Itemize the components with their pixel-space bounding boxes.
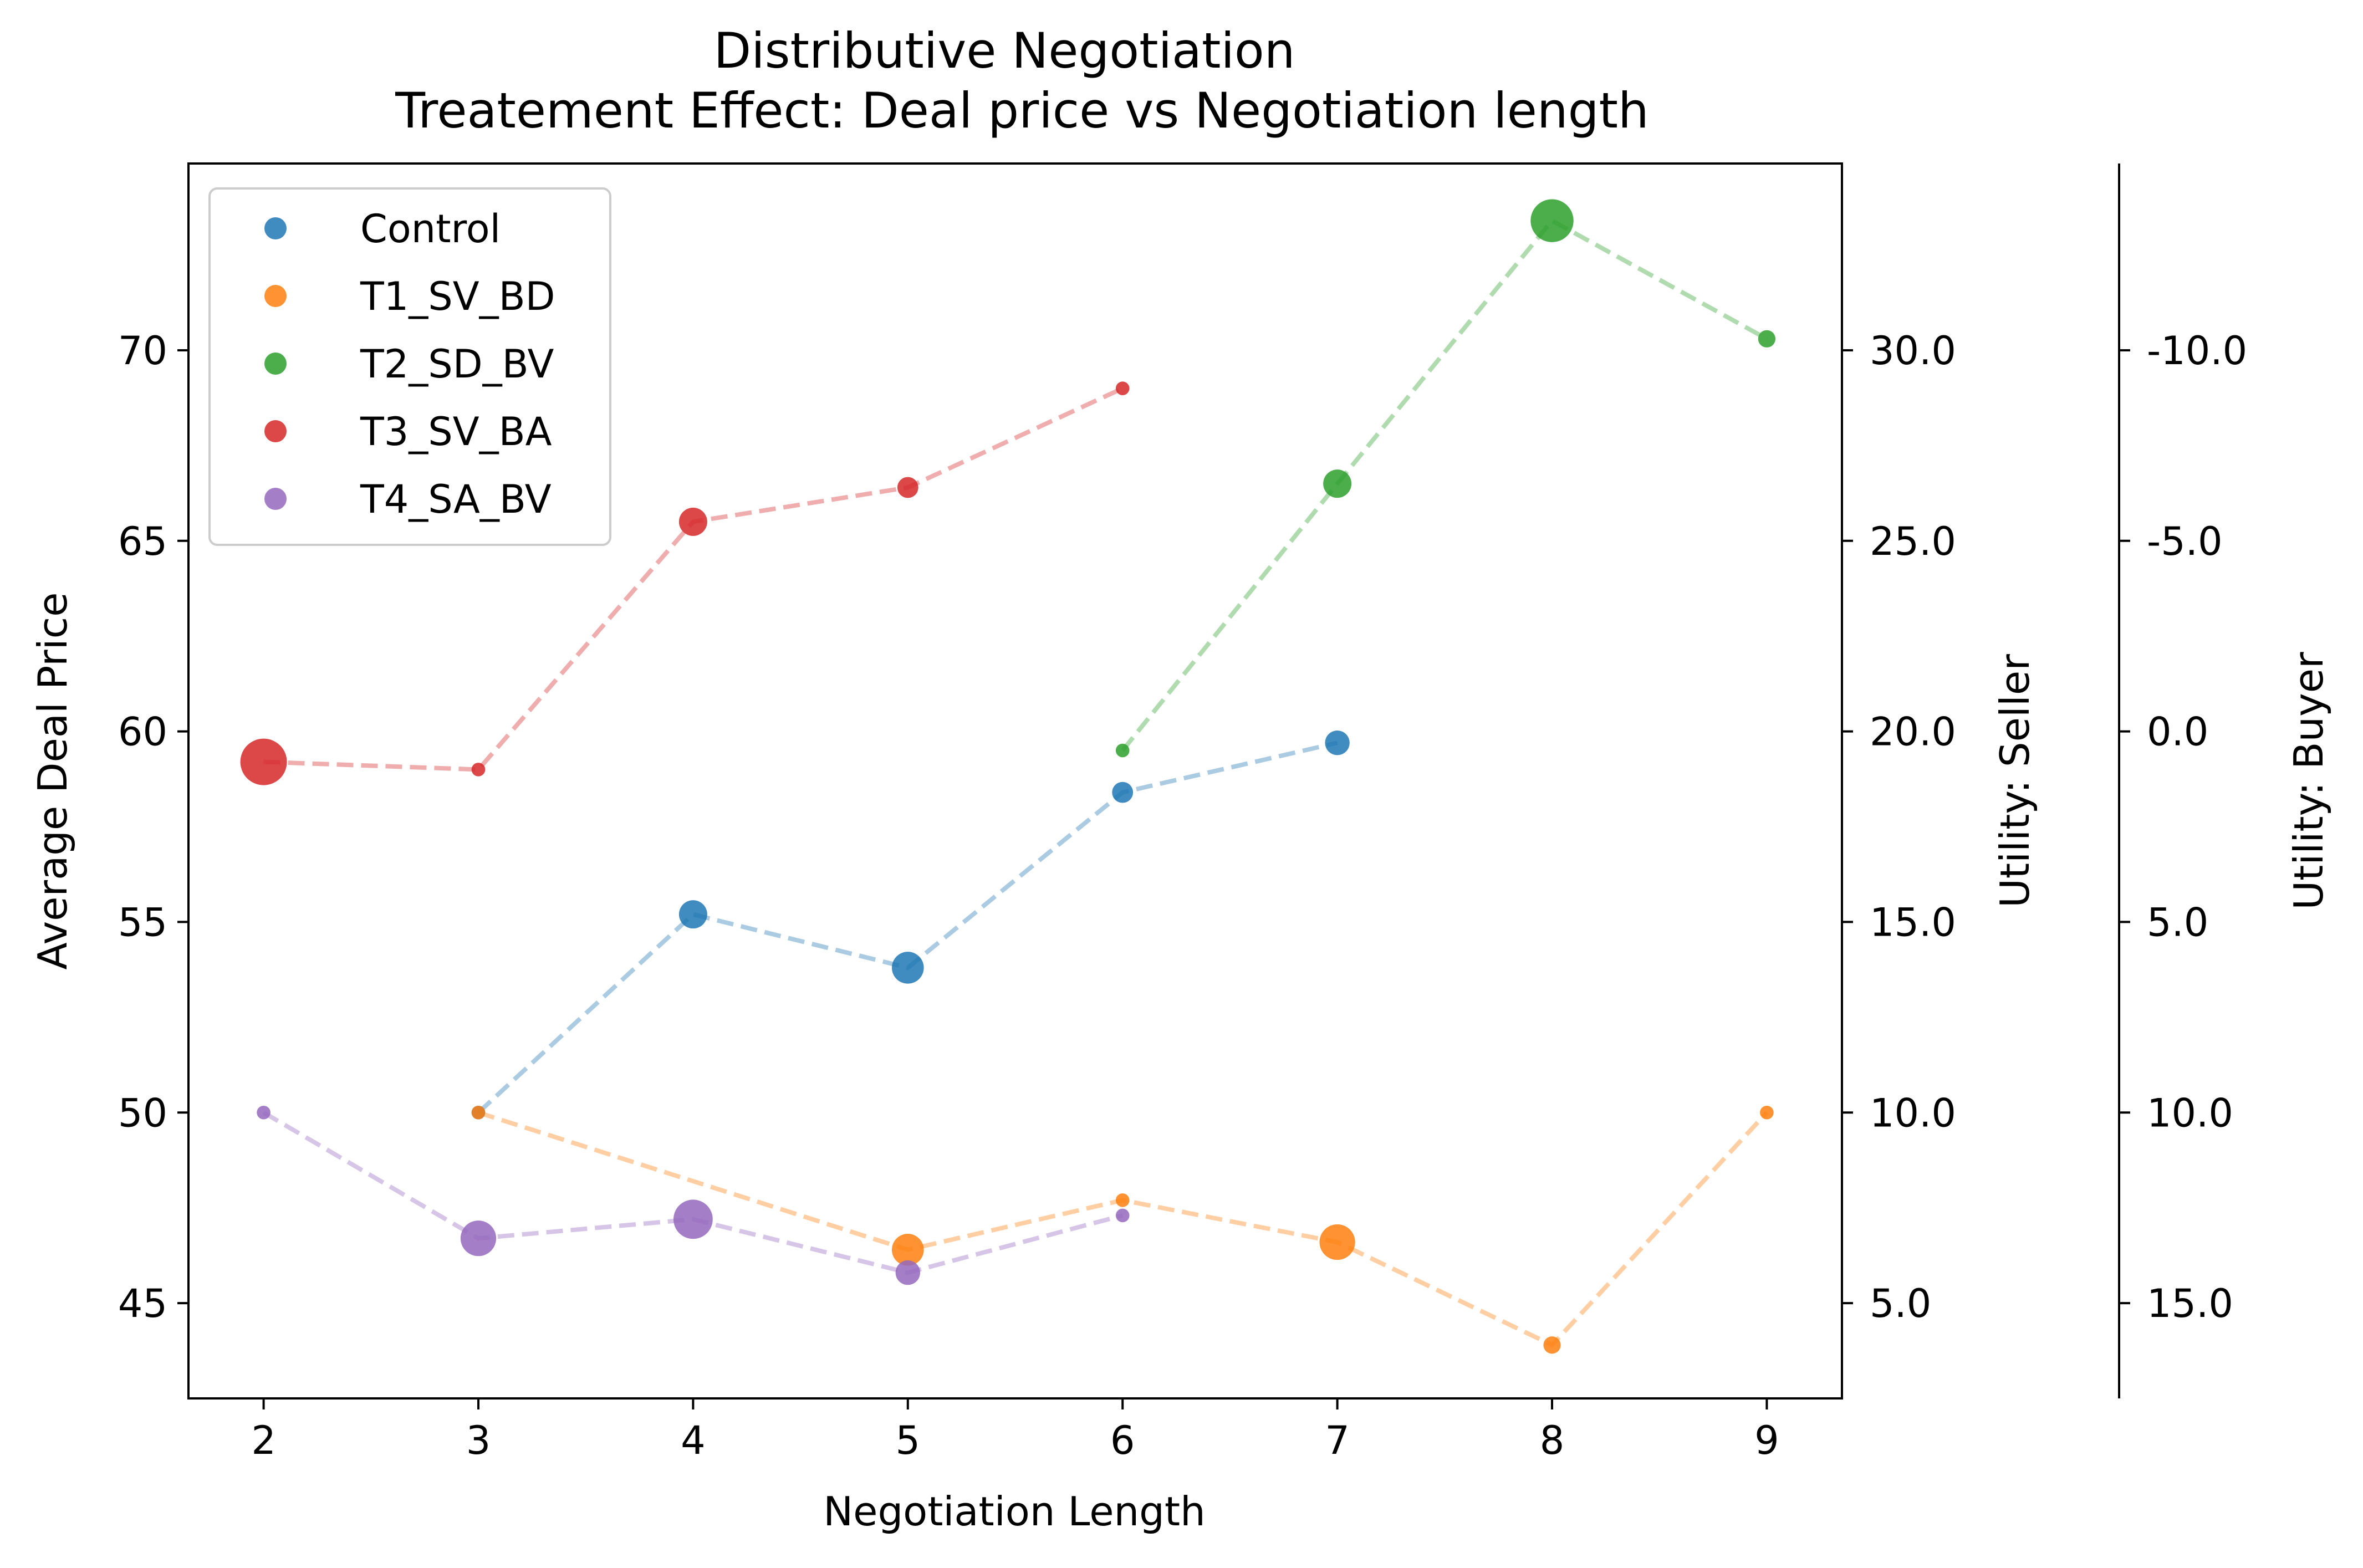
data-point-1-3 <box>1319 1224 1355 1260</box>
data-point-0-4 <box>1325 731 1350 755</box>
x-tick-label-3: 5 <box>896 1418 921 1463</box>
data-point-4-2 <box>673 1199 713 1239</box>
data-point-4-3 <box>895 1260 920 1285</box>
x-tick-label-2: 4 <box>681 1418 706 1463</box>
data-point-0-3 <box>1112 782 1134 803</box>
seller-utility-axis: 5.0 10.0 15.0 20.0 25.0 30.0 <box>1842 328 1956 1326</box>
x-axis-label: Negotiation Length <box>823 1488 1205 1535</box>
data-point-4-1 <box>460 1220 497 1257</box>
data-point-4-0 <box>257 1105 271 1120</box>
y-axis-label: Average Deal Price <box>29 593 76 970</box>
buyer-utility-axis: 15.0 10.0 5.0 0.0 -5.0 -10.0 <box>2118 164 2247 1398</box>
x-tick-label-0: 2 <box>251 1418 276 1463</box>
data-point-3-2 <box>678 507 707 536</box>
y3-tick-label-3: 0.0 <box>2147 709 2208 755</box>
plot-frame <box>187 162 1843 1400</box>
data-point-1-1 <box>891 1234 924 1266</box>
data-point-1-5 <box>1760 1105 1774 1120</box>
y-axis: 45 50 55 60 65 70 <box>118 328 188 1326</box>
legend-marker-4 <box>264 488 287 510</box>
data-point-0-1 <box>678 900 707 929</box>
data-point-2-1 <box>1323 469 1352 498</box>
y3-tick-label-2: 5.0 <box>2147 900 2208 945</box>
legend: Control T1_SV_BD T2_SD_BV T3_SV_BA T4_SA_BV <box>208 187 611 546</box>
legend-marker-2 <box>264 353 287 375</box>
y3-tick-label-5: -10.0 <box>2147 328 2247 374</box>
series-line-2 <box>1121 217 1768 752</box>
legend-label-1: T1_SV_BD <box>360 274 555 319</box>
data-point-2-2 <box>1530 199 1574 242</box>
x-axis: 2 3 4 5 6 7 8 9 <box>251 1398 1779 1463</box>
legend-box <box>208 187 611 546</box>
data-point-1-2 <box>1115 1193 1130 1207</box>
y3-tick-label-1: 10.0 <box>2147 1090 2233 1136</box>
data-point-3-3 <box>897 477 918 498</box>
data-point-3-0 <box>240 738 287 785</box>
y-tick-label-5: 70 <box>118 328 167 374</box>
legend-label-0: Control <box>360 206 501 252</box>
legend-label-4: T4_SA_BV <box>360 477 552 522</box>
legend-label-3: T3_SV_BA <box>360 409 552 454</box>
y2-tick-label-2: 15.0 <box>1870 900 1956 945</box>
y3-tick-label-0: 15.0 <box>2147 1281 2233 1326</box>
data-point-0-2 <box>891 952 924 984</box>
y-tick-label-1: 50 <box>118 1090 167 1136</box>
data-point-2-3 <box>1758 330 1776 348</box>
data-point-1-4 <box>1543 1336 1561 1354</box>
y2-tick-label-0: 5.0 <box>1870 1281 1931 1326</box>
y-tick-label-0: 45 <box>118 1281 167 1326</box>
y-tick-label-3: 60 <box>118 709 167 755</box>
legend-marker-3 <box>264 420 287 442</box>
data-point-3-4 <box>1115 381 1130 396</box>
y2-tick-label-1: 10.0 <box>1870 1090 1956 1136</box>
data-point-2-0 <box>1115 743 1130 758</box>
x-tick-label-7: 9 <box>1754 1418 1779 1463</box>
legend-marker-0 <box>264 217 287 239</box>
x-tick-label-4: 6 <box>1110 1418 1135 1463</box>
buyer-utility-label: Utility: Buyer <box>2285 652 2332 910</box>
y2-tick-label-5: 30.0 <box>1870 328 1956 374</box>
chart-title: Distributive Negotiation <box>713 22 1295 79</box>
y2-tick-label-4: 25.0 <box>1870 519 1956 564</box>
x-tick-label-5: 7 <box>1325 1418 1350 1463</box>
series-points <box>240 199 1776 1354</box>
y2-tick-label-3: 20.0 <box>1870 709 1956 755</box>
data-point-4-4 <box>1115 1208 1130 1223</box>
legend-marker-1 <box>264 285 287 307</box>
legend-label-2: T2_SD_BV <box>360 341 554 387</box>
y3-tick-label-4: -5.0 <box>2147 519 2223 564</box>
y-tick-label-4: 65 <box>118 519 167 564</box>
chart-subtitle: Treatement Effect: Deal price vs Negotia… <box>395 82 1649 139</box>
x-tick-label-1: 3 <box>466 1418 491 1463</box>
data-point-3-1 <box>471 763 486 777</box>
seller-utility-label: Utility: Seller <box>1992 654 2038 908</box>
series-line-1 <box>477 1110 1769 1348</box>
data-point-1-0 <box>471 1105 486 1120</box>
x-tick-label-6: 8 <box>1540 1418 1565 1463</box>
y-tick-label-2: 55 <box>118 900 167 945</box>
